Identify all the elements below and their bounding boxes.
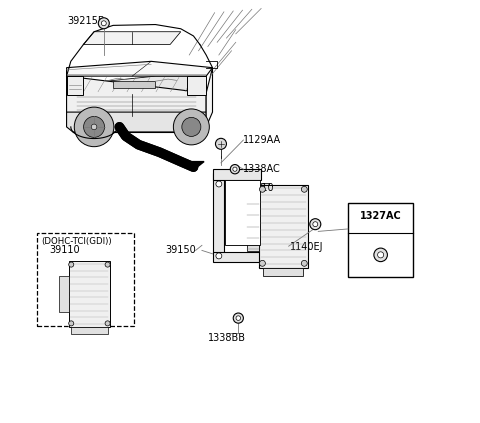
- Circle shape: [374, 248, 387, 261]
- Circle shape: [216, 253, 222, 259]
- Text: 39215B: 39215B: [67, 16, 105, 26]
- Polygon shape: [67, 61, 213, 76]
- Polygon shape: [206, 68, 213, 127]
- Polygon shape: [73, 76, 206, 93]
- Circle shape: [216, 138, 227, 149]
- Circle shape: [182, 118, 201, 136]
- Bar: [261, 233, 269, 241]
- Circle shape: [260, 186, 265, 192]
- Circle shape: [233, 167, 237, 171]
- Text: 1338BB: 1338BB: [207, 333, 245, 343]
- Circle shape: [233, 313, 243, 323]
- Text: 1327AC: 1327AC: [360, 212, 402, 221]
- Circle shape: [98, 18, 109, 29]
- Polygon shape: [187, 76, 206, 95]
- Circle shape: [236, 316, 240, 320]
- Bar: [71, 327, 108, 333]
- Text: (DOHC-TCI(GDI)): (DOHC-TCI(GDI)): [41, 236, 112, 246]
- Circle shape: [313, 222, 318, 227]
- Bar: [259, 185, 308, 267]
- Text: 39110: 39110: [243, 183, 274, 193]
- Bar: [213, 169, 261, 180]
- Polygon shape: [187, 162, 204, 170]
- Polygon shape: [67, 76, 206, 118]
- Bar: [213, 173, 224, 254]
- Bar: [37, 233, 134, 326]
- Text: 1338AC: 1338AC: [243, 164, 281, 174]
- Circle shape: [74, 107, 114, 147]
- Circle shape: [105, 262, 110, 267]
- Bar: [113, 81, 156, 88]
- Text: 39110: 39110: [49, 245, 80, 255]
- Circle shape: [105, 321, 110, 326]
- Circle shape: [230, 165, 240, 174]
- Bar: [247, 202, 259, 251]
- Circle shape: [69, 262, 74, 267]
- Circle shape: [301, 260, 307, 266]
- Bar: [263, 267, 303, 276]
- Bar: [225, 180, 260, 245]
- Circle shape: [173, 109, 209, 145]
- Polygon shape: [67, 76, 84, 95]
- Bar: [348, 203, 413, 277]
- Circle shape: [310, 219, 321, 230]
- Bar: [69, 261, 110, 327]
- Polygon shape: [67, 112, 206, 132]
- Circle shape: [84, 116, 105, 137]
- Polygon shape: [84, 32, 181, 44]
- Circle shape: [101, 21, 106, 26]
- Text: 1140EJ: 1140EJ: [290, 242, 324, 253]
- Circle shape: [301, 186, 307, 192]
- Text: 1129AA: 1129AA: [243, 135, 281, 145]
- Bar: [213, 252, 261, 262]
- Circle shape: [378, 252, 384, 258]
- Bar: [261, 183, 269, 190]
- Circle shape: [216, 181, 222, 187]
- Circle shape: [69, 321, 74, 326]
- Circle shape: [91, 124, 97, 130]
- Bar: [60, 276, 69, 312]
- Text: 39150: 39150: [165, 245, 195, 255]
- Circle shape: [260, 260, 265, 266]
